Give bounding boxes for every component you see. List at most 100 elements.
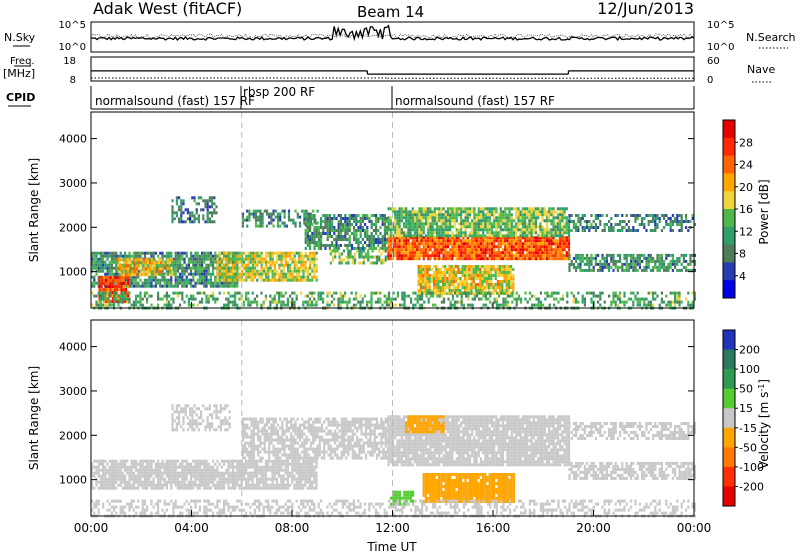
- power-cell: [273, 297, 276, 301]
- power-cell: [621, 220, 624, 223]
- power-cell: [517, 222, 520, 226]
- power-cell: [328, 247, 331, 250]
- power-cell: [113, 272, 116, 276]
- power-cell: [93, 281, 96, 285]
- power-cell: [335, 235, 338, 238]
- power-cell: [505, 271, 508, 274]
- power-cell: [129, 264, 132, 268]
- power-cell: [295, 251, 298, 255]
- power-cell: [496, 280, 499, 283]
- power-cell: [339, 303, 342, 307]
- power-cell: [442, 216, 445, 220]
- power-cell: [552, 225, 555, 229]
- power-cell: [378, 249, 381, 253]
- power-cell: [599, 220, 602, 223]
- power-cell: [260, 269, 263, 273]
- power-cell: [174, 291, 177, 295]
- power-cell: [680, 268, 683, 272]
- power-cell: [245, 297, 248, 301]
- power-cell: [409, 248, 412, 252]
- power-cell: [411, 254, 414, 258]
- power-cell: [508, 248, 511, 252]
- power-cell: [298, 272, 301, 276]
- power-cell: [181, 291, 184, 295]
- power-cell: [556, 234, 560, 238]
- power-cell: [495, 257, 498, 261]
- power-cell: [499, 222, 502, 226]
- power-cell: [586, 226, 589, 229]
- power-cell: [269, 303, 272, 307]
- power-cell: [460, 245, 463, 249]
- power-cell: [111, 279, 114, 283]
- power-cell: [630, 214, 633, 217]
- power-cell: [486, 216, 489, 220]
- power-cell: [102, 288, 106, 292]
- velocity-cell: [102, 471, 105, 475]
- power-cell: [583, 300, 586, 304]
- power-cell: [431, 254, 434, 258]
- power-cell: [563, 228, 566, 232]
- power-cell: [348, 217, 351, 220]
- power-cell: [625, 265, 628, 269]
- power-cell: [411, 210, 414, 214]
- velocity-cell: [97, 462, 100, 466]
- power-cell: [563, 225, 566, 229]
- power-cell: [223, 303, 226, 307]
- power-cell: [563, 222, 566, 226]
- power-cell: [590, 223, 593, 226]
- power-cell: [411, 219, 414, 223]
- power-cell: [251, 300, 254, 304]
- power-cell: [503, 265, 506, 268]
- power-cell: [528, 297, 531, 301]
- power-cell: [423, 300, 426, 304]
- power-cell: [429, 207, 432, 211]
- power-cell: [400, 242, 403, 246]
- power-cell: [108, 260, 111, 264]
- power-cell: [440, 207, 443, 211]
- power-cell: [187, 260, 190, 264]
- power-cell: [435, 248, 439, 252]
- power-cell: [412, 291, 415, 295]
- power-cell: [541, 219, 544, 223]
- power-cell: [632, 226, 635, 229]
- power-cell: [102, 257, 105, 261]
- power-cell: [427, 234, 430, 238]
- power-cell: [377, 217, 380, 220]
- power-cell: [479, 210, 483, 214]
- power-cell: [316, 221, 319, 225]
- power-cell: [338, 252, 341, 256]
- power-cell: [541, 236, 544, 240]
- power-cell: [439, 286, 442, 289]
- power-cell: [281, 221, 284, 225]
- velocity-cell: [108, 477, 111, 481]
- power-cell: [486, 207, 489, 211]
- power-cell: [534, 251, 538, 255]
- power-cell: [557, 300, 560, 304]
- power-cell: [348, 241, 351, 244]
- power-cell: [487, 291, 490, 295]
- power-cell: [422, 242, 425, 246]
- power-cell: [118, 276, 121, 280]
- power-cell: [665, 223, 668, 226]
- power-cell: [289, 300, 292, 304]
- power-cell: [610, 265, 613, 269]
- power-cell: [204, 202, 207, 206]
- power-cell: [488, 254, 491, 258]
- power-cell: [473, 294, 476, 298]
- power-cell: [381, 223, 384, 226]
- power-cell: [510, 251, 513, 255]
- power-cell: [429, 213, 432, 217]
- power-cell: [207, 263, 210, 267]
- power-cell: [146, 264, 150, 268]
- power-cell: [104, 297, 107, 301]
- power-cell: [386, 247, 389, 250]
- power-cell: [511, 300, 514, 304]
- power-cell: [411, 228, 414, 232]
- power-cell: [534, 242, 538, 246]
- power-cell: [339, 232, 342, 235]
- power-cell: [475, 245, 478, 249]
- power-cell: [260, 254, 263, 258]
- power-cell: [398, 245, 401, 249]
- power-cell: [389, 219, 392, 223]
- power-cell: [267, 269, 270, 273]
